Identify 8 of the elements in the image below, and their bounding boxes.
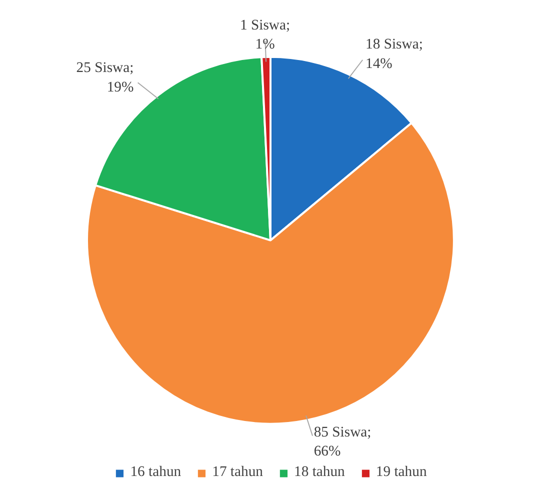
legend-label: 19 tahun [376, 464, 427, 481]
legend-label: 18 tahun [294, 464, 345, 481]
legend-label: 16 tahun [130, 464, 182, 481]
data-label: 85 Siswa; 66% [314, 424, 372, 460]
data-label: 1 Siswa; 1% [240, 17, 290, 53]
data-label: 18 Siswa; 14% [365, 36, 423, 72]
legend-label: 17 tahun [212, 464, 263, 481]
data-label: 25 Siswa; 19% [76, 60, 134, 96]
